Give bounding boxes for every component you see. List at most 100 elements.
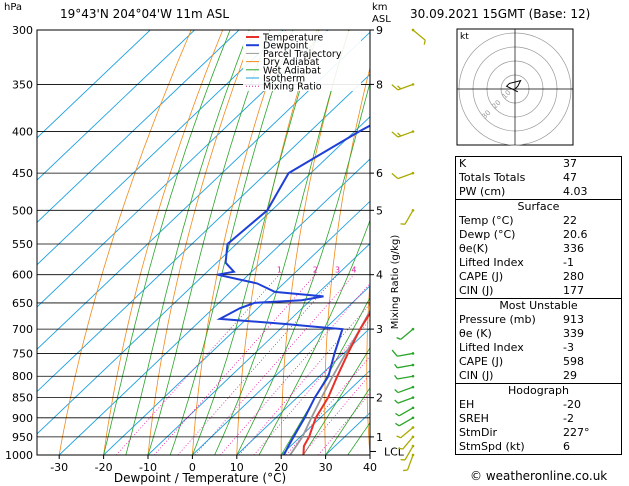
wind-barb-base	[411, 453, 415, 457]
wind-barb-staff	[406, 454, 414, 471]
km-tick-label: 3	[376, 323, 383, 336]
wind-barb-half	[394, 375, 398, 380]
wind-barb	[394, 363, 415, 369]
pressure-tick-label: 500	[12, 204, 33, 217]
wind-barb-flag	[391, 84, 399, 91]
pressure-tick-label: 550	[12, 238, 33, 251]
mixing-ratio-line	[238, 303, 370, 455]
datetime-title: 30.09.2021 15GMT (Base: 12)	[410, 7, 591, 21]
wind-barb-staff	[397, 397, 414, 404]
wind-barb-base	[411, 426, 415, 429]
wind-barb-staff	[397, 375, 414, 380]
wind-barb-flag	[391, 131, 399, 138]
wind-barb	[398, 435, 415, 450]
wind-barb-half	[396, 337, 402, 340]
wind-barb-flag	[391, 349, 398, 357]
isotherm-line	[236, 327, 370, 455]
wind-barb	[396, 327, 415, 340]
dry-adiabat-line	[103, 30, 224, 455]
wet-adiabat-line	[169, 30, 294, 455]
isotherm-line	[37, 30, 195, 181]
x-tick-label: -30	[50, 461, 68, 474]
wind-barb-half	[400, 459, 406, 461]
mixing-ratio-tick-label: 10	[404, 266, 414, 275]
lcl-label: LCL	[384, 445, 405, 458]
dry-adiabat-line	[324, 66, 370, 455]
wind-barb-base	[411, 396, 415, 399]
km-axis-unit: km ASL	[372, 2, 391, 25]
wind-barb-base	[411, 406, 415, 410]
wind-barbs	[391, 28, 426, 472]
wind-barb-base	[411, 171, 415, 175]
wind-barb-staff	[400, 328, 414, 340]
hpa-axis-unit: hPa	[4, 2, 23, 13]
pressure-tick-label: 600	[12, 269, 33, 282]
km-tick-label: 8	[376, 78, 383, 91]
hodograph-trace	[505, 79, 522, 93]
km-tick-label: 9	[376, 24, 383, 37]
wind-barb	[400, 209, 415, 225]
km-tick-label: 4	[376, 269, 383, 282]
wind-barb-staff	[398, 417, 414, 427]
dry-adiabat-line	[408, 30, 444, 455]
wind-barb-base	[411, 374, 415, 378]
isotherm-line	[103, 200, 370, 455]
legend-entry: Dewpoint	[263, 41, 308, 52]
wind-barb	[391, 83, 415, 91]
wind-barb-base	[411, 435, 415, 439]
pressure-tick-label: 400	[12, 126, 33, 139]
wind-barb	[395, 406, 415, 417]
x-axis-label: Dewpoint / Temperature (°C)	[114, 471, 286, 485]
hodograph-title: Hodograph	[508, 384, 569, 397]
pressure-tick-label: 950	[12, 431, 33, 444]
wind-barb-half	[394, 389, 399, 394]
wind-barb	[394, 385, 415, 394]
wind-barb-flag	[391, 172, 399, 180]
mixing-ratio-axis-label: Mixing Ratio (g/kg)	[390, 235, 401, 330]
surface-title: Surface	[517, 200, 560, 213]
wind-barb-staff	[400, 426, 414, 439]
mixing-ratio-tick-label: 1	[277, 266, 282, 275]
km-tick-label: 1	[376, 431, 383, 444]
wind-barb	[400, 444, 415, 461]
legend-entry: Parcel Trajectory	[263, 49, 342, 60]
pressure-tick-label: 800	[12, 370, 33, 383]
wind-barb-staff	[397, 364, 414, 369]
mixing-ratio-tick-label: 16	[435, 266, 445, 275]
x-tick-label: -20	[95, 461, 113, 474]
x-tick-label: -10	[139, 461, 157, 474]
wet-adiabat-line	[325, 387, 370, 455]
legend-entry: Isotherm	[263, 74, 305, 85]
isotherm-line	[147, 242, 370, 455]
wind-barb-staff	[397, 386, 414, 394]
wind-barb-base	[411, 385, 415, 389]
km-tick-label: 5	[376, 204, 383, 217]
location-title: 19°43'N 204°04'W 11m ASL	[60, 7, 230, 21]
wind-barb-base	[411, 416, 415, 420]
wet-adiabat-line	[103, 30, 231, 455]
x-tick-label: 10	[230, 461, 244, 474]
temperature-line	[302, 311, 370, 455]
dewpoint-line	[216, 124, 370, 455]
wind-barb-base	[411, 28, 415, 32]
hodograph-ring-label: 10	[501, 89, 513, 101]
wind-barb-half	[398, 447, 403, 450]
wind-barb-half	[400, 223, 406, 225]
isotherm-line	[37, 30, 240, 224]
wind-barb-staff	[404, 445, 414, 461]
legend-entry: Temperature	[262, 33, 323, 44]
isotherm-line	[280, 369, 370, 455]
wind-barb	[403, 453, 415, 472]
isotherm-line	[37, 30, 151, 139]
totals-row: Totals Totals 47	[459, 171, 577, 184]
mixing-ratio-line	[220, 283, 370, 455]
most-unstable-title: Most Unstable	[499, 299, 578, 312]
wind-barb	[411, 28, 426, 45]
pw-row: PW (cm) 4.03	[459, 185, 588, 198]
wind-barb	[391, 130, 415, 138]
legend-entry: Mixing Ratio	[263, 82, 322, 93]
wind-barb-half	[423, 40, 426, 45]
mixing-ratio-tick-label: 3	[335, 266, 340, 275]
